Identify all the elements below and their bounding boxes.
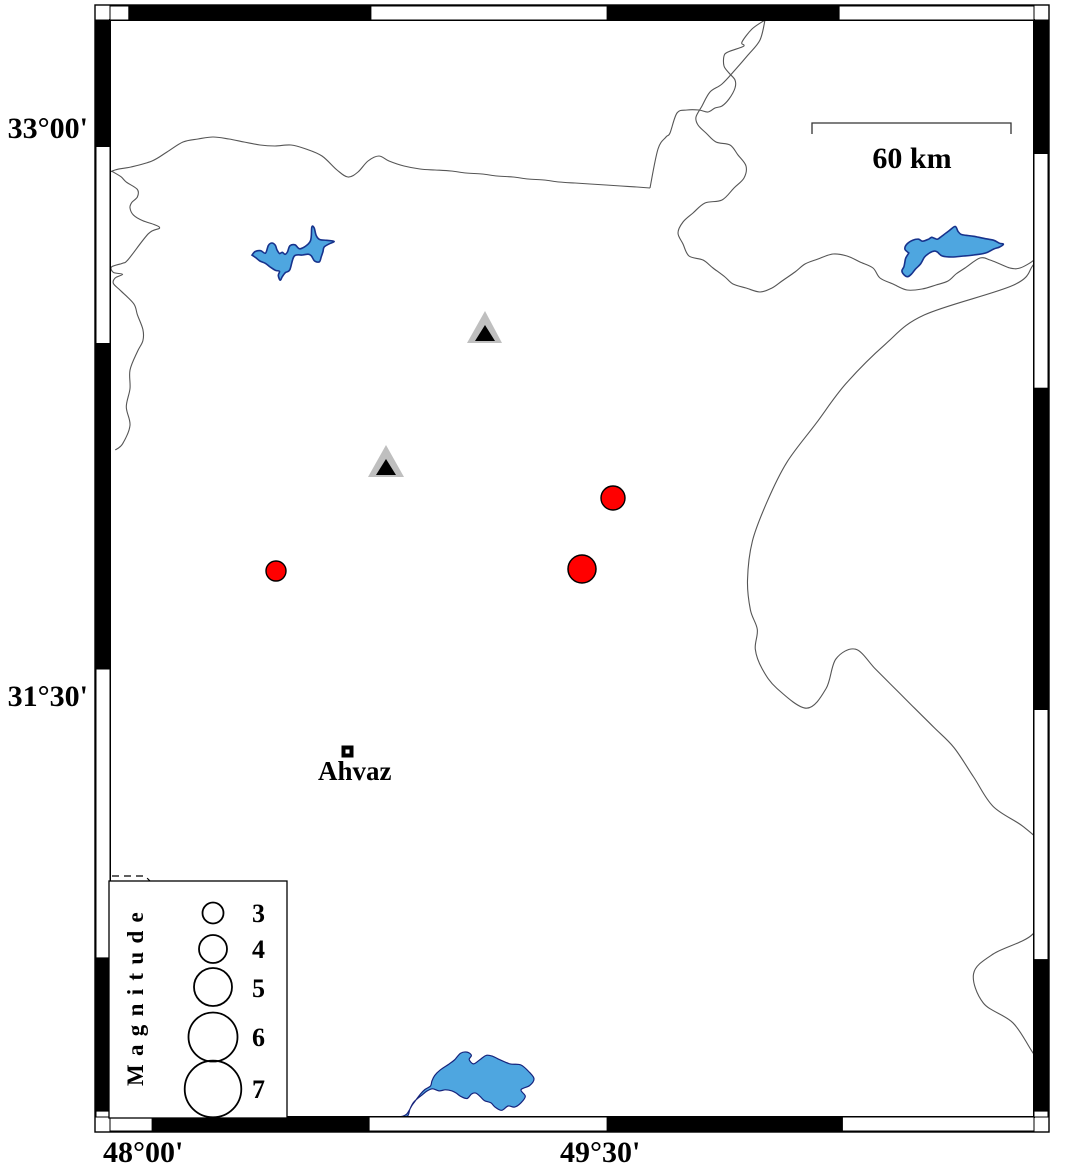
svg-text:33°00': 33°00' <box>8 112 88 145</box>
svg-text:31°30': 31°30' <box>8 680 88 713</box>
svg-text:48°00': 48°00' <box>103 1136 183 1167</box>
svg-text:Ahvaz: Ahvaz <box>318 756 392 786</box>
svg-text:7: 7 <box>252 1075 265 1104</box>
svg-text:5: 5 <box>252 974 265 1003</box>
svg-text:3: 3 <box>252 899 265 928</box>
svg-text:60 km: 60 km <box>872 142 951 175</box>
svg-text:Magnitude: Magnitude <box>123 904 148 1086</box>
svg-text:49°30': 49°30' <box>560 1136 640 1167</box>
svg-text:6: 6 <box>252 1023 265 1052</box>
svg-text:4: 4 <box>252 935 265 964</box>
